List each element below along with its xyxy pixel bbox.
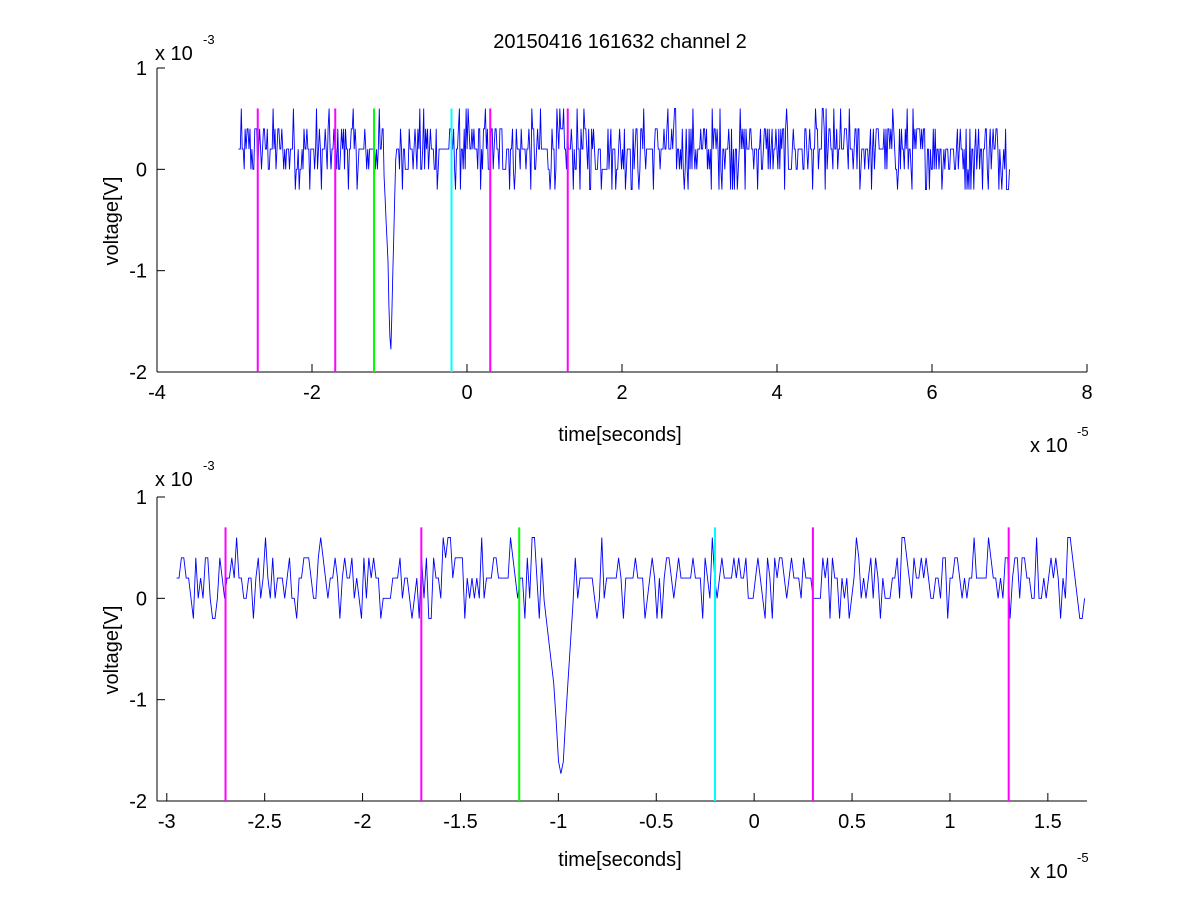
x-tick-label: 0: [749, 811, 760, 833]
bottom-x-axis-label: time[seconds]: [558, 849, 681, 871]
bottom-y-exponent: -3: [203, 458, 215, 473]
x-tick-label: -1: [549, 811, 567, 833]
signal-series-line: [176, 537, 1086, 774]
top-y-exponent: -3: [203, 32, 215, 47]
x-tick-label: -2.5: [247, 811, 281, 833]
x-tick-label: -0.5: [639, 811, 673, 833]
bottom-x-exponent-label: x 10: [1030, 861, 1068, 883]
y-tick-label: 1: [136, 58, 147, 80]
x-tick-label: -3: [158, 811, 176, 833]
top-x-axis-label: time[seconds]: [558, 424, 681, 446]
x-tick-label: 8: [1081, 382, 1092, 404]
chart-title: 20150416 161632 channel 2: [493, 31, 747, 53]
y-tick-label: -1: [129, 690, 147, 712]
x-tick-label: -2: [354, 811, 372, 833]
x-tick-label: 0: [461, 382, 472, 404]
y-tick-label: -2: [129, 362, 147, 384]
top-plot: x 10 -3 x 10 -5 time[seconds] voltage[V]…: [101, 32, 1093, 457]
top-y-exponent-label: x 10: [155, 43, 193, 65]
y-tick-label: -1: [129, 261, 147, 283]
x-tick-label: 4: [771, 382, 782, 404]
top-x-exponent-label: x 10: [1030, 435, 1068, 457]
x-tick-label: 0.5: [838, 811, 866, 833]
bottom-y-exponent-label: x 10: [155, 469, 193, 491]
x-tick-label: 1: [944, 811, 955, 833]
bottom-plot: x 10 -3 x 10 -5 time[seconds] voltage[V]…: [101, 458, 1089, 883]
bottom-x-exponent: -5: [1077, 850, 1089, 865]
x-tick-label: 1.5: [1034, 811, 1062, 833]
signal-series-line: [238, 108, 1010, 350]
x-tick-label: 6: [926, 382, 937, 404]
x-tick-label: 2: [616, 382, 627, 404]
x-tick-label: -1.5: [443, 811, 477, 833]
top-y-axis-label: voltage[V]: [101, 177, 123, 266]
top-x-exponent: -5: [1077, 424, 1089, 439]
y-tick-label: 0: [136, 159, 147, 181]
y-tick-label: 1: [136, 487, 147, 509]
x-tick-label: -2: [303, 382, 321, 404]
bottom-y-axis-label: voltage[V]: [101, 606, 123, 695]
y-tick-label: -2: [129, 791, 147, 813]
x-tick-label: -4: [148, 382, 166, 404]
y-tick-label: 0: [136, 588, 147, 610]
